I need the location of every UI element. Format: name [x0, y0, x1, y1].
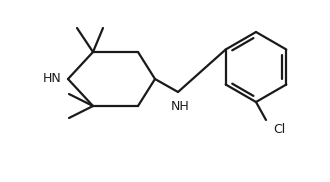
Text: Cl: Cl [273, 123, 285, 136]
Text: NH: NH [171, 100, 189, 113]
Text: HN: HN [43, 72, 62, 84]
